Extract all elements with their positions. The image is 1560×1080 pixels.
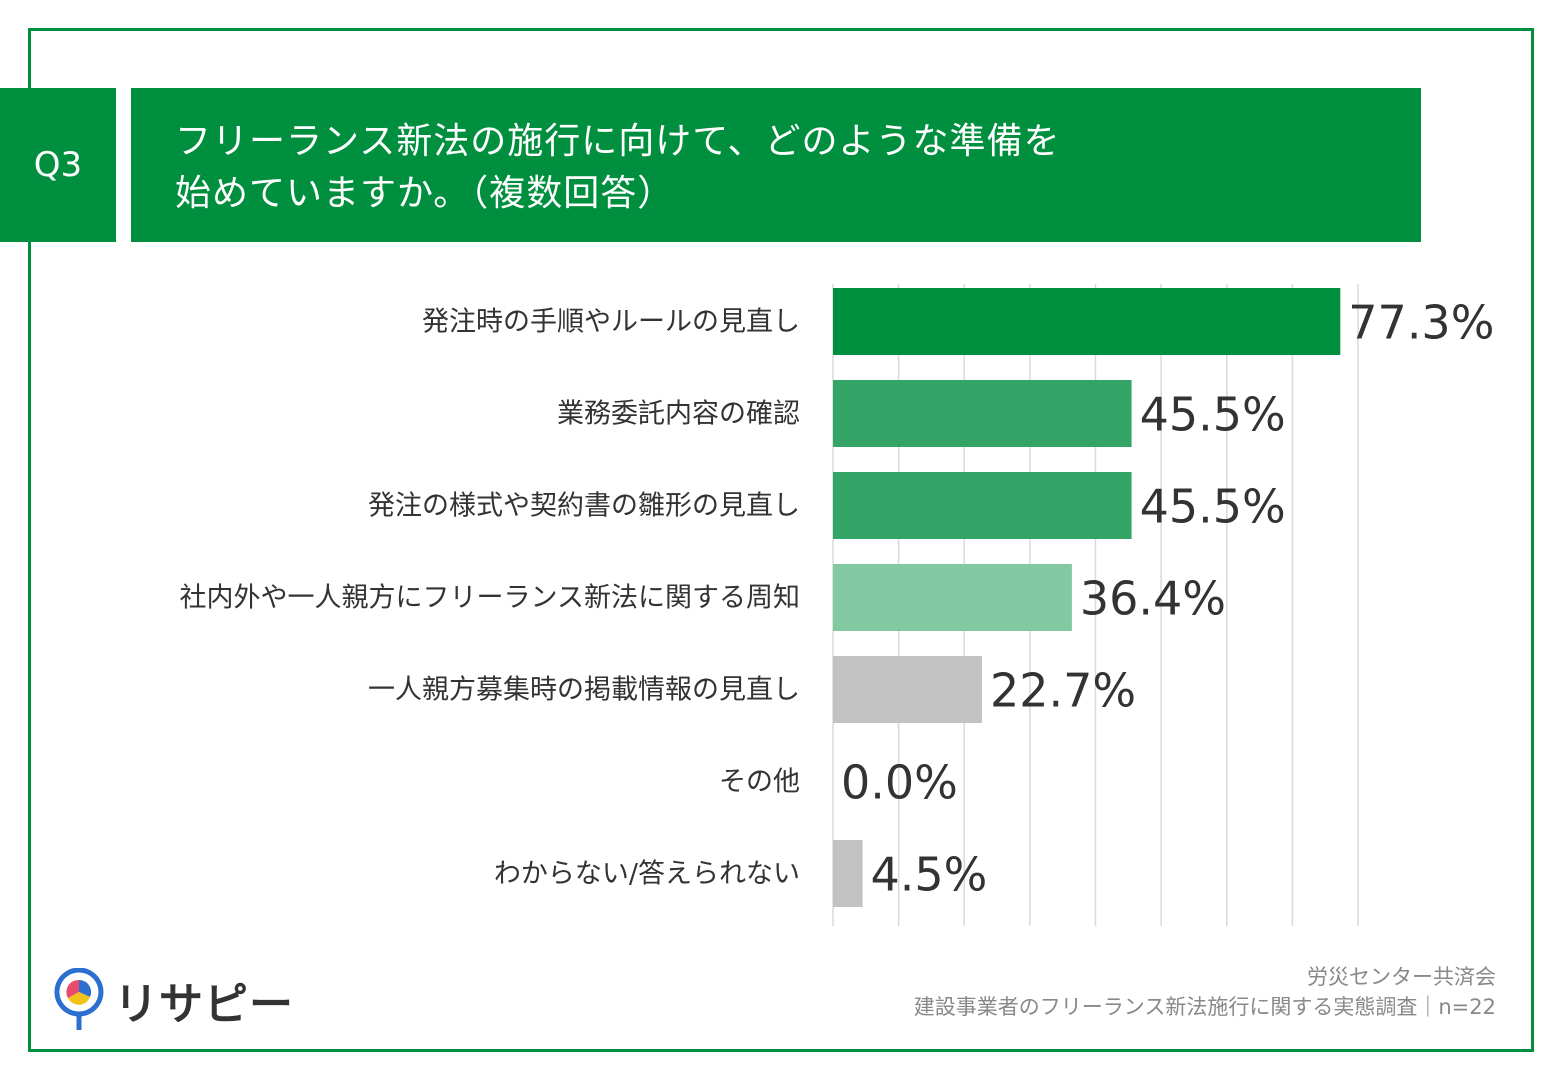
question-title-line1: フリーランス新法の施行に向けて、どのような準備を (175, 121, 1061, 162)
category-label: 社内外や一人親方にフリーランス新法に関する周知 (180, 583, 800, 614)
category-label: 業務委託内容の確認 (557, 399, 800, 430)
category-label: 発注時の手順やルールの見直し (422, 307, 800, 338)
value-label: 45.5% (1140, 480, 1286, 534)
bar (833, 472, 1132, 539)
source-org: 労災センター共済会 (1307, 965, 1496, 989)
question-title-line2: 始めていますか。（複数回答） (175, 173, 675, 214)
value-label: 45.5% (1140, 388, 1286, 442)
value-label: 77.3% (1348, 296, 1494, 350)
category-label: 発注の様式や契約書の雛形の見直し (368, 491, 800, 522)
category-label: 一人親方募集時の掲載情報の見直し (368, 675, 800, 706)
bar (833, 288, 1341, 355)
source-survey: 建設事業者のフリーランス新法施行に関する実態調査｜n=22 (913, 995, 1496, 1019)
category-label: その他 (719, 767, 800, 798)
logo-text: リサピー (114, 979, 294, 1030)
bar (833, 840, 863, 907)
value-label: 4.5% (871, 848, 988, 902)
bar (833, 656, 982, 723)
category-label: わからない/答えられない (494, 859, 800, 890)
source-note: 労災センター共済会 建設事業者のフリーランス新法施行に関する実態調査｜n=22 (914, 962, 1496, 1022)
question-title: フリーランス新法の施行に向けて、どのような準備を 始めていますか。（複数回答） (131, 88, 1421, 242)
question-badge: Q3 (0, 88, 116, 242)
brand-logo: リサピー (54, 968, 294, 1032)
chart-frame (28, 28, 1534, 1052)
value-label: 36.4% (1080, 572, 1226, 626)
bar-chart: 発注時の手順やルールの見直し 77.3% 業務委託内容の確認 45.5% 発注の様式や契… (180, 284, 1494, 926)
value-label: 22.7% (990, 664, 1136, 718)
bar (833, 380, 1132, 447)
lisapie-pin-icon (54, 968, 104, 1030)
bar (833, 564, 1072, 631)
value-label: 0.0% (841, 756, 958, 810)
